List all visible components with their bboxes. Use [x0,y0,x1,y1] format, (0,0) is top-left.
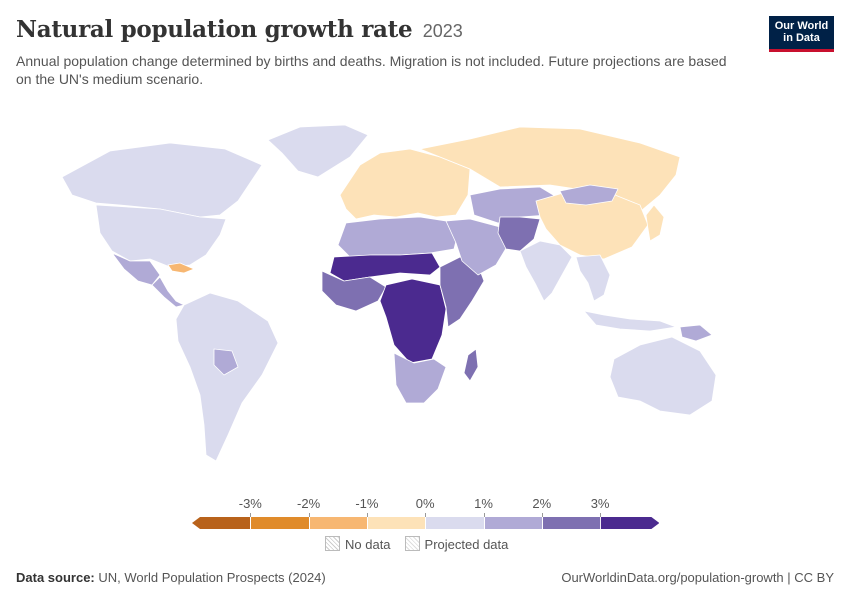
legend-tick [308,513,310,519]
region-sahel[interactable] [329,252,441,282]
region-central-africa[interactable] [379,278,447,364]
region-united-states[interactable] [95,204,227,268]
region-canada[interactable] [61,142,263,218]
legend-tick-label: 1% [474,496,493,511]
legend-bin-0[interactable] [192,517,251,529]
no-data-swatch [325,536,340,551]
chart-title-row: Natural population growth rate 2023 [16,16,463,43]
region-south-america[interactable] [175,292,279,462]
region-afghanistan-and-pakistan[interactable] [497,216,541,252]
legend-bin-4[interactable] [425,517,485,529]
region-india[interactable] [519,240,573,302]
no-data-item[interactable]: No data [325,536,391,552]
projected-label: Projected data [424,537,509,552]
region-central-america[interactable] [151,276,185,308]
chart-subtitle: Annual population change determined by b… [16,53,727,87]
legend-bin-6[interactable] [541,517,602,529]
legend-tick [250,513,252,519]
region-europe[interactable] [339,148,471,220]
chart-year: 2023 [422,21,463,41]
region-japan-and-korea[interactable] [645,204,665,242]
source-text[interactable]: UN, World Population Prospects (2024) [98,570,326,585]
legend-tick [541,513,543,519]
legend-bin-1[interactable] [250,517,310,529]
region-mongolia[interactable] [559,184,619,206]
source-label: Data source: [16,570,95,585]
region-indonesia[interactable] [583,310,677,332]
region-southeast-asia[interactable] [575,254,611,302]
projected-swatch [404,536,420,551]
legend-bin-2[interactable] [308,517,368,529]
legend-bin-7[interactable] [600,517,659,529]
legend-tick-label: 0% [415,496,435,511]
legend-bin-5[interactable] [483,517,543,529]
region-north-africa[interactable] [337,216,459,258]
legend-extra: No data Projected data [325,536,508,552]
region-mexico[interactable] [111,252,161,286]
legend-tick-label: 2% [532,496,552,511]
legend-tick-label: -3% [238,496,262,511]
world-map[interactable] [0,105,850,490]
chart-title: Natural population growth rate [16,16,413,43]
region-middle-east[interactable] [445,218,509,276]
legend-tick-label: -2% [297,496,321,511]
data-source: Data source: UN, World Population Prospe… [16,570,326,585]
region-papua-new-guinea[interactable] [679,324,713,342]
logo-line-1: Our World [774,20,829,32]
legend-tick-label: 3% [590,496,610,511]
region-west-africa[interactable] [321,270,387,312]
no-data-label: No data [345,537,391,552]
region-australia[interactable] [609,336,717,416]
region-cuba[interactable] [167,262,195,274]
legend-tick [425,513,427,519]
region-bolivia[interactable] [213,348,239,376]
owid-logo[interactable]: Our World in Data [769,16,834,52]
legend-bin-3[interactable] [366,517,427,529]
legend-tick [366,513,368,519]
region-southern-africa[interactable] [393,352,447,404]
legend-tick [600,513,602,519]
source-url[interactable]: OurWorldinData.org/population-growth | C… [561,570,834,585]
region-madagascar[interactable] [463,348,479,382]
region-greenland[interactable] [267,124,369,178]
legend-tick-label: -1% [355,496,379,511]
logo-line-2: in Data [783,32,820,44]
legend-tick [483,513,485,519]
projected-item[interactable]: Projected data [404,536,509,552]
